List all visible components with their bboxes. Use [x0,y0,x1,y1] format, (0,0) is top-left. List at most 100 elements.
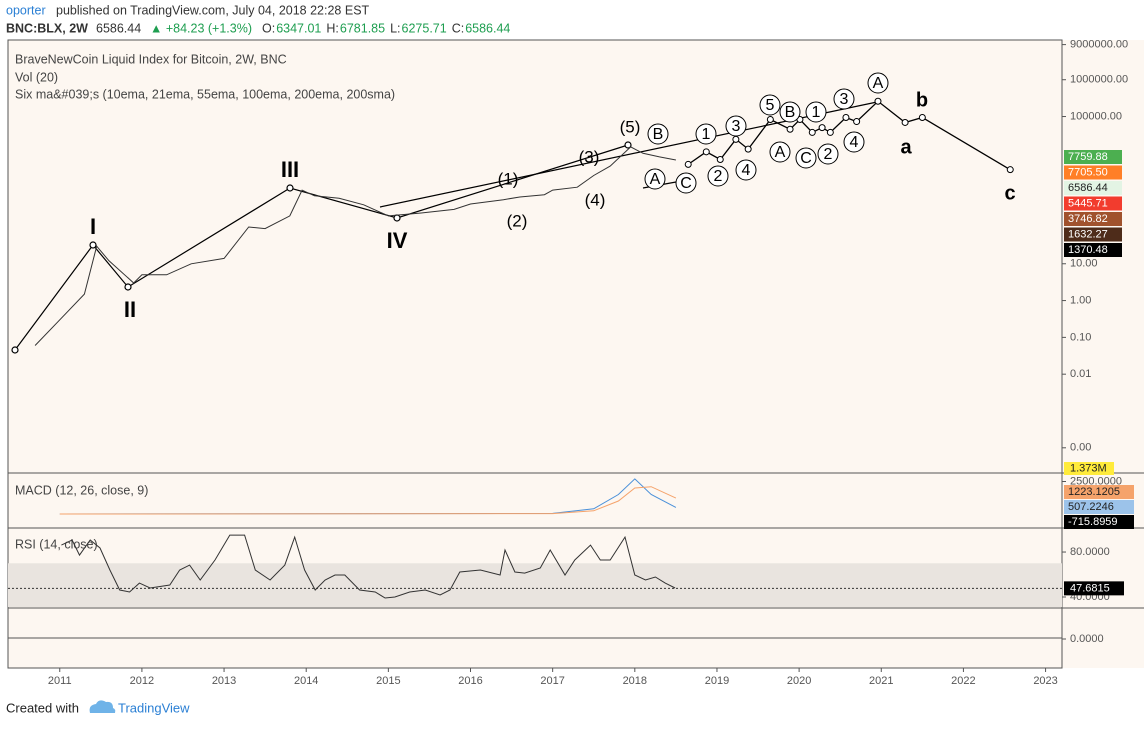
wave-label: 2 [824,146,833,163]
x-tick-label: 2012 [130,675,154,687]
wave-label: a [900,136,912,158]
wave-circle [867,72,889,94]
footer-text: Created with [6,700,79,715]
wave-label: 4 [742,162,751,179]
projection-point [744,145,752,153]
pane-subtitle: Vol (20) [15,70,58,84]
y-tick-label: 1.00 [1070,294,1091,306]
projection-point [918,114,926,122]
wave-label: II [124,297,136,322]
projection-point [853,118,861,126]
x-tick-label: 2019 [705,675,729,687]
projection-point [766,116,774,124]
rsi-band [8,563,1062,607]
wave-circle [644,168,666,190]
wave-label: c [1004,182,1015,204]
change: ▲ +84.23 (+1.3%) [150,21,252,35]
price-axis [1062,40,1144,668]
macd-tag [1064,485,1134,499]
ohlc-value: 6781.85 [340,21,385,35]
wave-label: 3 [732,118,741,135]
y-tick-label: 10.00 [1070,258,1098,270]
x-tick-label: 2014 [294,675,318,687]
ohlc-label: H: [326,21,339,35]
projection-point [818,124,826,132]
wave-circle [843,131,865,153]
brand[interactable]: TradingView [118,700,190,715]
wave-label: III [281,157,299,182]
wave-label: 5 [766,97,775,114]
macd-tag-label: 507.2246 [1068,501,1114,513]
price-tag-label: 1370.48 [1068,244,1108,256]
price-tag-label: 7759.88 [1068,151,1108,163]
y-tick-label: 0.0000 [1070,633,1104,645]
wave-circle [647,123,669,145]
y-tick-label: 100000.00 [1070,110,1122,122]
last-price: 6586.44 [96,21,141,35]
y-tick-label: 1000000.00 [1070,74,1128,86]
wave-label: 1 [812,104,821,121]
macd-tag-label: 1223.1205 [1068,486,1120,498]
macd-tag [1064,515,1134,529]
wave-label: 4 [850,134,859,151]
volume-tag [1064,462,1114,475]
pane-subtitle: Six ma&#039;s (10ema, 21ema, 55ema, 100e… [15,87,395,101]
wave-circle [833,88,855,110]
logo[interactable] [89,700,116,713]
y-tick-label: 80.0000 [1070,546,1110,558]
volume-tag-label: 1.373M [1070,462,1107,474]
price-tag [1064,196,1122,211]
wave-label: (1) [498,169,519,188]
price-tag-label: 1632.27 [1068,228,1108,240]
series-line [34,146,676,346]
wave-circle [805,101,827,123]
y-tick-label: 2500.0000 [1070,475,1122,487]
author[interactable]: oporter [6,3,46,17]
projection-point [786,125,794,133]
x-tick-label: 2018 [623,675,647,687]
projection-point [826,128,834,136]
x-tick-label: 2023 [1033,675,1057,687]
y-tick-label: 9000000.00 [1070,39,1128,51]
x-tick-label: 2020 [787,675,811,687]
layer [8,563,1062,607]
projection-point [901,118,909,126]
pane-title: BraveNewCoin Liquid Index for Bitcoin, 2… [15,52,287,66]
ohlc-label: L: [390,21,400,35]
wave-circle [725,115,747,137]
wave-circle [769,141,791,163]
projection-point [684,160,692,168]
projection-point [732,135,740,143]
price-tag [1064,181,1122,195]
series-line [59,486,677,515]
projection-point [842,114,850,122]
rsi-tag-label: 47.6815 [1070,582,1110,594]
ohlc-value: 6586.44 [465,21,510,35]
y-tick-label: 0.00 [1070,442,1091,454]
wave-label: (4) [585,190,606,209]
wave-label: B [785,104,796,121]
wave-label: A [775,144,786,161]
projection-point [716,156,724,164]
pivot [124,283,132,291]
ohlc-label: O: [262,21,275,35]
y-tick-label: 0.01 [1070,368,1091,380]
price-tag [1064,212,1122,226]
wave-label: (5) [620,117,641,136]
pivot [89,241,97,249]
wave-label: (2) [507,211,528,230]
wave-circle [735,159,757,181]
macd-tag-label: -715.8959 [1068,516,1118,528]
projection-point [702,148,710,156]
ohlc-value: 6347.01 [276,21,321,35]
wave-label: I [90,214,96,239]
wave-label: C [800,150,812,167]
pane-title: MACD (12, 26, close, 9) [15,483,148,497]
wave-circle [759,94,781,116]
wave-circle [779,101,801,123]
wave-label: 1 [702,126,711,143]
x-tick-label: 2011 [48,675,72,687]
price-tag [1064,227,1122,242]
price-tag-label: 6586.44 [1068,182,1108,194]
price-tag-label: 5445.71 [1068,197,1108,209]
